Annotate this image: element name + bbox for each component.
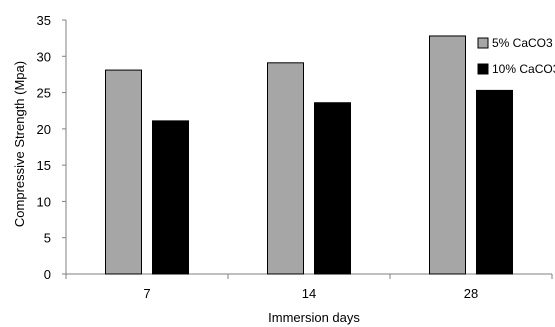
y-tick-label: 5 bbox=[44, 231, 51, 246]
x-tick-label: 14 bbox=[302, 286, 316, 301]
legend: 5% CaCO3 10% CaCO3 bbox=[477, 36, 555, 76]
x-axis-title: Immersion days bbox=[268, 310, 360, 325]
legend-swatch bbox=[477, 63, 489, 75]
y-tick-label: 35 bbox=[37, 13, 51, 28]
x-axis: 7 14 28 bbox=[65, 273, 553, 301]
bar-series-2 bbox=[152, 120, 189, 275]
y-tick-label: 25 bbox=[37, 86, 51, 101]
x-tick-label: 28 bbox=[464, 286, 478, 301]
legend-label: 10% CaCO3 bbox=[492, 62, 555, 76]
bar-series-1 bbox=[105, 69, 142, 275]
legend-label: 5% CaCO3 bbox=[492, 36, 553, 50]
y-tick-label: 20 bbox=[37, 122, 51, 137]
bar-series-1 bbox=[429, 35, 466, 275]
y-tick-label: 0 bbox=[44, 267, 51, 282]
y-tick-label: 30 bbox=[37, 49, 51, 64]
bar-series-2 bbox=[314, 102, 351, 275]
bar-series-2 bbox=[476, 89, 513, 275]
x-tick-label: 7 bbox=[143, 286, 150, 301]
y-axis: 0 5 10 15 20 25 30 35 bbox=[37, 13, 67, 282]
y-tick-label: 15 bbox=[37, 158, 51, 173]
bar-series-1 bbox=[267, 62, 304, 275]
bars bbox=[105, 35, 513, 275]
y-tick-label: 10 bbox=[37, 194, 51, 209]
legend-swatch bbox=[477, 37, 489, 49]
y-axis-title: Compressive Strength (Mpa) bbox=[12, 61, 27, 227]
